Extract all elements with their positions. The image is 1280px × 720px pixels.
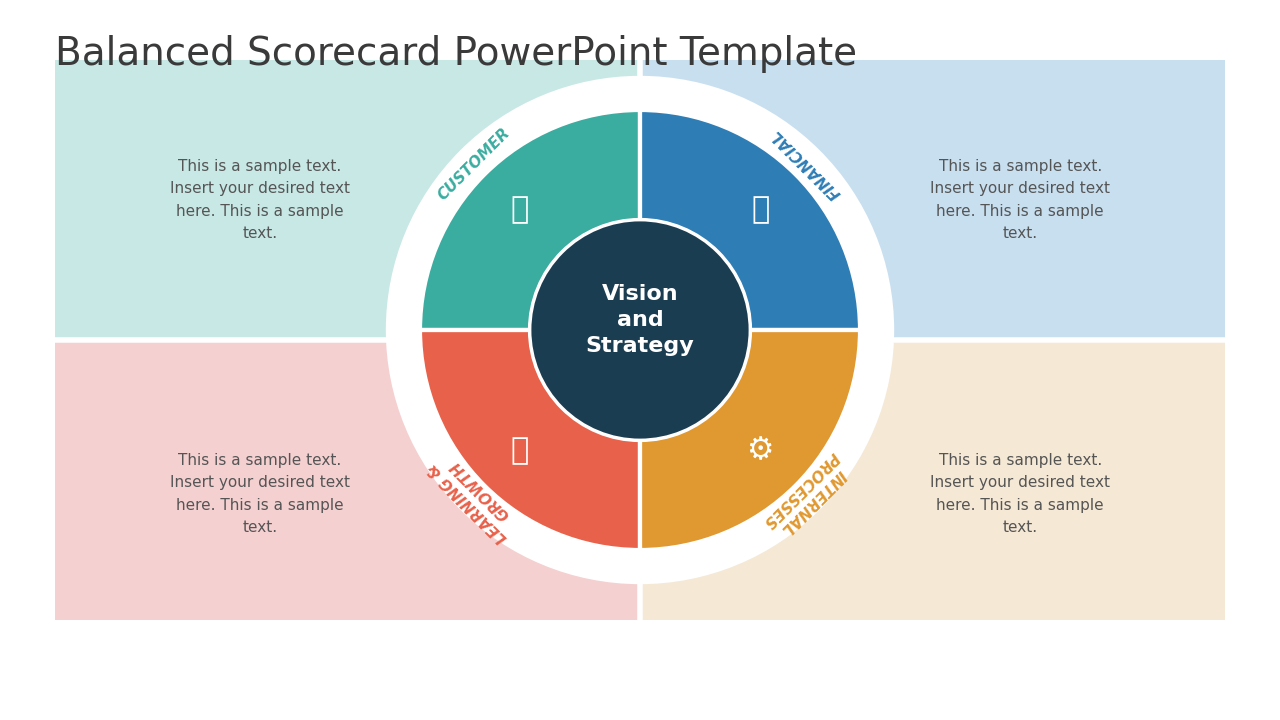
Wedge shape — [420, 110, 640, 330]
Text: Vision
and
Strategy: Vision and Strategy — [586, 284, 694, 356]
Text: 💰: 💰 — [751, 195, 769, 225]
Text: Balanced Scorecard PowerPoint Template: Balanced Scorecard PowerPoint Template — [55, 35, 858, 73]
Text: This is a sample text.
Insert your desired text
here. This is a sample
text.: This is a sample text. Insert your desir… — [170, 453, 349, 535]
Wedge shape — [640, 330, 860, 550]
FancyBboxPatch shape — [640, 60, 1225, 340]
Text: INTERNAL
PROCESSES: INTERNAL PROCESSES — [759, 449, 852, 543]
Text: ⚙️: ⚙️ — [746, 436, 774, 464]
FancyBboxPatch shape — [640, 340, 1225, 620]
Wedge shape — [640, 110, 860, 330]
FancyBboxPatch shape — [55, 340, 640, 620]
Text: This is a sample text.
Insert your desired text
here. This is a sample
text.: This is a sample text. Insert your desir… — [170, 159, 349, 240]
Circle shape — [530, 220, 750, 440]
Wedge shape — [420, 330, 640, 550]
Text: This is a sample text.
Insert your desired text
here. This is a sample
text.: This is a sample text. Insert your desir… — [931, 159, 1110, 240]
Text: 👥: 👥 — [511, 195, 529, 225]
Text: CUSTOMER: CUSTOMER — [435, 125, 513, 203]
Circle shape — [390, 80, 890, 580]
Text: 📈: 📈 — [511, 436, 529, 464]
Text: This is a sample text.
Insert your desired text
here. This is a sample
text.: This is a sample text. Insert your desir… — [931, 453, 1110, 535]
FancyBboxPatch shape — [55, 60, 640, 340]
Text: FINANCIAL: FINANCIAL — [768, 126, 844, 202]
Text: LEARNING &
GROWTH: LEARNING & GROWTH — [425, 447, 522, 545]
